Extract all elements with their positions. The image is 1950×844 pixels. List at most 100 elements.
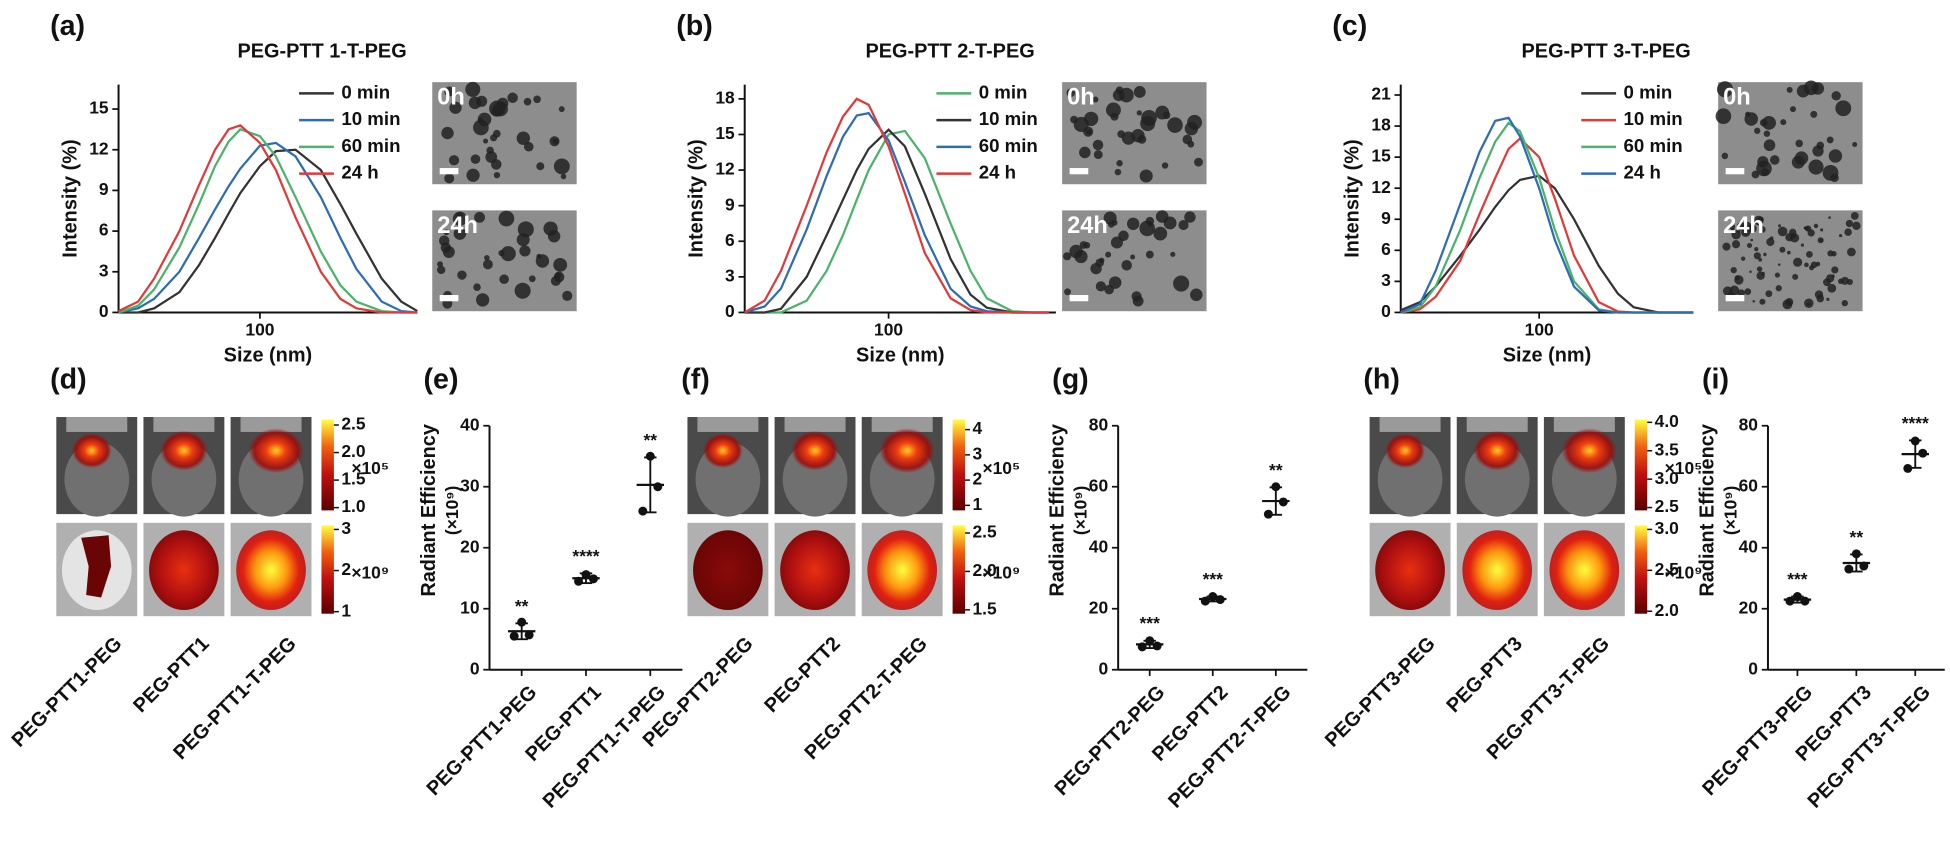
particle <box>550 275 561 286</box>
particle <box>1831 91 1841 101</box>
particle <box>1762 115 1776 130</box>
particle <box>1139 220 1156 237</box>
particle <box>1785 298 1794 307</box>
particle <box>1133 86 1146 98</box>
significance: *** <box>1140 613 1161 633</box>
colorbar <box>1634 419 1648 511</box>
colorbar-exponent: ×10⁵ <box>351 458 389 478</box>
particle <box>1114 168 1122 176</box>
series-line <box>744 129 1049 314</box>
particle <box>533 95 541 104</box>
y-tick-label: 12 <box>1371 177 1390 197</box>
particle <box>535 254 550 268</box>
y-tick-label: 3 <box>1381 270 1391 290</box>
particle <box>1844 228 1852 236</box>
particle <box>1775 285 1782 292</box>
significance: ** <box>644 430 658 450</box>
particle <box>1826 136 1834 144</box>
particle <box>1715 108 1732 125</box>
data-point <box>653 482 663 492</box>
particle <box>1779 246 1786 253</box>
particle <box>437 261 444 268</box>
particle <box>483 138 489 144</box>
particle <box>1813 223 1819 229</box>
particle <box>437 265 446 275</box>
particle <box>1777 226 1788 237</box>
panel-label: (d) <box>50 363 87 395</box>
y-tick-label: 80 <box>1089 414 1108 434</box>
y-tick-label: 20 <box>1089 597 1108 617</box>
particle <box>1846 279 1853 286</box>
data-point <box>1785 596 1795 606</box>
y-tick-label: 40 <box>460 414 479 434</box>
particle <box>474 211 486 223</box>
particle <box>1105 102 1121 118</box>
y-tick-label: 20 <box>460 536 479 556</box>
particle <box>1823 278 1831 287</box>
y-tick-label: 0 <box>470 658 480 678</box>
y-tick-label: 15 <box>1371 146 1391 166</box>
particle <box>1098 257 1105 264</box>
colorbar-tick-label: 3.5 <box>1655 439 1680 459</box>
colorbar-tick-label: 4.0 <box>1655 411 1679 431</box>
particle <box>1763 139 1776 152</box>
holder <box>1466 417 1528 432</box>
particle <box>1831 266 1839 274</box>
particle <box>1729 223 1736 230</box>
particle <box>543 221 558 236</box>
particle <box>1786 86 1793 93</box>
y-tick-label: 3 <box>99 260 109 280</box>
data-point <box>574 576 584 586</box>
particle <box>1757 156 1769 168</box>
series-line <box>744 97 1049 314</box>
particle <box>1766 237 1775 247</box>
particle <box>1184 121 1199 136</box>
holder <box>871 417 933 432</box>
particle <box>1804 262 1809 268</box>
particle <box>1136 110 1142 116</box>
particle <box>1810 261 1818 269</box>
particle <box>1808 159 1824 175</box>
signal <box>879 428 935 474</box>
particle <box>1187 140 1195 148</box>
particle <box>1095 281 1107 292</box>
colorbar <box>321 419 334 511</box>
colorbar-tick-label: 2.5 <box>341 414 366 434</box>
particle <box>1806 250 1813 258</box>
colorbar-tick-label: 2.5 <box>1655 496 1680 516</box>
particle <box>507 92 518 104</box>
colorbar-tick-label: 2.0 <box>341 441 365 461</box>
particle <box>473 283 481 291</box>
particle <box>486 146 494 155</box>
y-tick-label: 3 <box>725 265 735 285</box>
particle <box>1092 96 1099 103</box>
particle <box>1131 129 1145 143</box>
colorbar-exponent: ×10⁵ <box>982 458 1020 478</box>
particle <box>1763 252 1767 257</box>
colorbar-tick-label: 2.0 <box>973 560 997 580</box>
chart-title: PEG-PTT 1-T-PEG <box>237 41 406 63</box>
particle <box>1804 298 1814 308</box>
particle <box>1184 211 1196 223</box>
series-line <box>1400 116 1694 314</box>
particle <box>1807 229 1815 237</box>
y-tick-label: 0 <box>99 301 109 321</box>
colorbar-exponent: ×10⁹ <box>982 563 1020 583</box>
y-tick-label: 18 <box>1371 115 1391 135</box>
y-axis-label: Radiant Efficiency <box>418 424 440 597</box>
particle <box>1752 299 1755 303</box>
holder <box>784 417 846 432</box>
particle <box>1769 155 1780 165</box>
legend-label: 24 h <box>1624 162 1661 183</box>
y-tick-label: 6 <box>725 230 735 250</box>
organ <box>1462 530 1533 610</box>
particle <box>1722 242 1731 251</box>
colorbar-tick-label: 3 <box>341 518 351 538</box>
data-point <box>524 630 534 640</box>
particle <box>1837 278 1844 284</box>
particle <box>1845 219 1854 228</box>
particle <box>1847 247 1856 257</box>
particle <box>1777 224 1781 228</box>
y-axis-label: Intensity (%) <box>60 139 82 257</box>
inset-label: 0h <box>1723 85 1751 111</box>
